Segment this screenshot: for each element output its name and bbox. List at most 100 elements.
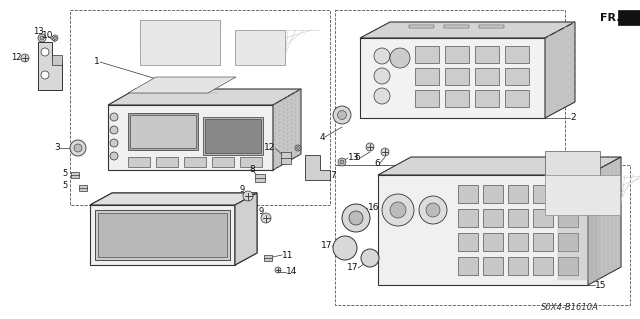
Polygon shape <box>505 90 529 107</box>
Polygon shape <box>445 90 469 107</box>
Polygon shape <box>235 193 257 265</box>
Circle shape <box>74 144 82 152</box>
Polygon shape <box>128 113 198 150</box>
Polygon shape <box>203 117 263 155</box>
Circle shape <box>54 36 56 40</box>
Circle shape <box>261 213 271 223</box>
Circle shape <box>21 54 29 62</box>
Polygon shape <box>205 119 261 153</box>
Polygon shape <box>445 68 469 85</box>
Polygon shape <box>415 90 439 107</box>
Polygon shape <box>212 157 234 167</box>
Circle shape <box>41 48 49 56</box>
Polygon shape <box>415 68 439 85</box>
Polygon shape <box>558 257 578 275</box>
Circle shape <box>110 152 118 160</box>
Polygon shape <box>545 22 575 118</box>
Text: 13: 13 <box>33 27 44 36</box>
Text: 2: 2 <box>570 114 575 122</box>
Circle shape <box>52 35 58 41</box>
Polygon shape <box>533 257 553 275</box>
Polygon shape <box>184 157 206 167</box>
Circle shape <box>110 139 118 147</box>
Polygon shape <box>108 89 301 105</box>
Circle shape <box>296 146 300 150</box>
Text: 6: 6 <box>374 159 380 167</box>
Polygon shape <box>545 175 620 215</box>
Polygon shape <box>508 257 528 275</box>
Polygon shape <box>130 115 196 148</box>
Text: 10: 10 <box>42 32 54 41</box>
Text: 7: 7 <box>330 170 336 180</box>
Polygon shape <box>235 193 257 265</box>
Text: 6: 6 <box>355 153 360 162</box>
Polygon shape <box>479 25 504 28</box>
Circle shape <box>295 145 301 151</box>
Polygon shape <box>508 233 528 251</box>
Polygon shape <box>360 22 575 38</box>
Polygon shape <box>558 185 578 203</box>
Text: 12: 12 <box>12 54 22 63</box>
Polygon shape <box>128 157 150 167</box>
Polygon shape <box>240 157 262 167</box>
Circle shape <box>38 34 46 42</box>
Polygon shape <box>458 209 478 227</box>
Text: 17: 17 <box>321 241 332 250</box>
Text: 3: 3 <box>54 144 60 152</box>
Polygon shape <box>140 20 220 65</box>
Polygon shape <box>508 209 528 227</box>
Polygon shape <box>409 25 434 28</box>
Text: 13: 13 <box>348 153 360 162</box>
Polygon shape <box>545 151 600 176</box>
Circle shape <box>342 204 370 232</box>
Circle shape <box>374 48 390 64</box>
Text: 5: 5 <box>63 182 68 190</box>
Polygon shape <box>483 209 503 227</box>
Polygon shape <box>128 77 236 93</box>
Polygon shape <box>475 90 499 107</box>
Polygon shape <box>90 193 257 205</box>
Circle shape <box>361 249 379 267</box>
Polygon shape <box>281 152 291 164</box>
Circle shape <box>110 126 118 134</box>
Polygon shape <box>255 174 265 182</box>
Text: FR.: FR. <box>600 13 621 23</box>
Circle shape <box>41 71 49 79</box>
Circle shape <box>333 236 357 260</box>
Circle shape <box>340 160 344 164</box>
Text: 1: 1 <box>94 57 100 66</box>
Circle shape <box>338 158 346 166</box>
Polygon shape <box>483 185 503 203</box>
Text: 15: 15 <box>595 280 607 290</box>
Circle shape <box>426 203 440 217</box>
Polygon shape <box>235 30 285 65</box>
Polygon shape <box>505 46 529 63</box>
Polygon shape <box>458 257 478 275</box>
Circle shape <box>374 88 390 104</box>
Circle shape <box>366 143 374 151</box>
Polygon shape <box>90 193 257 205</box>
Polygon shape <box>378 157 621 175</box>
Circle shape <box>390 202 406 218</box>
Polygon shape <box>458 233 478 251</box>
Polygon shape <box>533 233 553 251</box>
Polygon shape <box>558 233 578 251</box>
Text: 17: 17 <box>346 263 358 272</box>
Text: 14: 14 <box>286 268 298 277</box>
Circle shape <box>243 191 253 201</box>
Polygon shape <box>444 25 469 28</box>
Polygon shape <box>79 185 87 191</box>
Polygon shape <box>475 46 499 63</box>
Polygon shape <box>156 157 178 167</box>
Circle shape <box>333 106 351 124</box>
Circle shape <box>381 148 389 156</box>
Polygon shape <box>415 46 439 63</box>
Polygon shape <box>508 185 528 203</box>
Polygon shape <box>558 209 578 227</box>
Polygon shape <box>90 205 235 265</box>
Text: 11: 11 <box>282 250 294 259</box>
Polygon shape <box>264 255 272 261</box>
Text: 12: 12 <box>264 144 275 152</box>
Polygon shape <box>483 257 503 275</box>
Polygon shape <box>483 233 503 251</box>
